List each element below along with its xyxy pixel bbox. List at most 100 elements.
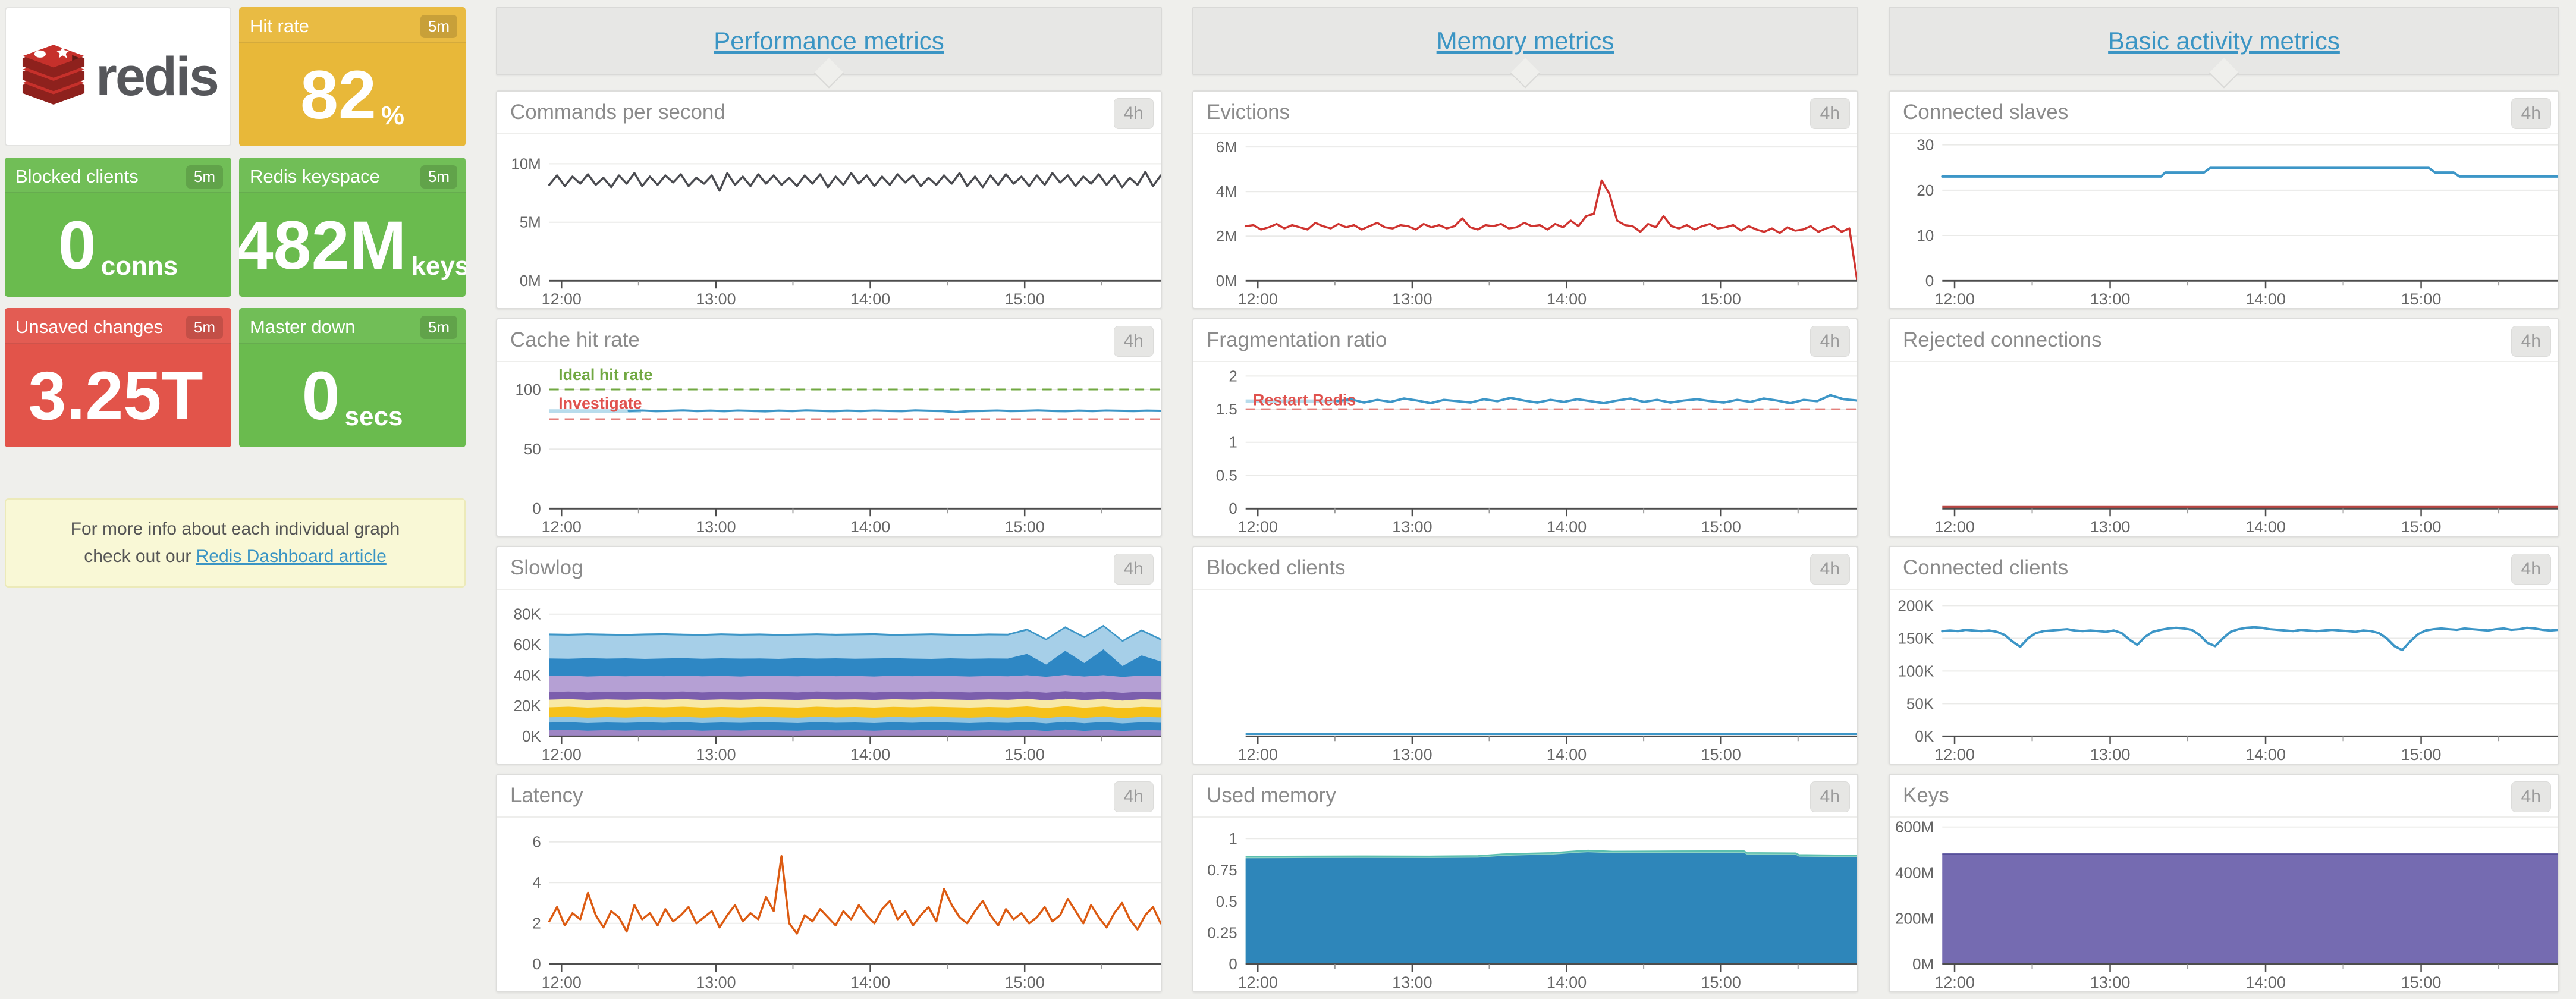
svg-text:12:00: 12:00 — [1934, 518, 1975, 536]
svg-text:13:00: 13:00 — [2090, 518, 2131, 536]
tile-blocked-clients: Blocked clients 5m 0 conns — [5, 158, 231, 297]
svg-text:13:00: 13:00 — [1392, 518, 1432, 536]
chart-title: Slowlog — [497, 547, 1161, 590]
chart-card-clients: Connected clients 4h 12:00 13:00 14:00 15:00 0… — [1889, 546, 2559, 765]
svg-text:Ideal hit rate: Ideal hit rate — [558, 366, 652, 384]
memory-metrics-link[interactable]: Memory metrics — [1436, 27, 1614, 55]
svg-text:14:00: 14:00 — [2245, 973, 2286, 991]
svg-text:15:00: 15:00 — [1005, 518, 1045, 536]
tile-value: 0 — [301, 357, 340, 434]
svg-text:0: 0 — [1229, 956, 1237, 973]
svg-text:14:00: 14:00 — [2245, 290, 2286, 308]
chart-plot: 12:00 13:00 14:00 15:00 0 50 100 Ideal hit rate… — [497, 362, 1161, 536]
svg-text:20: 20 — [1917, 183, 1934, 199]
svg-text:14:00: 14:00 — [850, 746, 890, 764]
svg-text:15:00: 15:00 — [1005, 290, 1045, 308]
chart-plot: 12:00 13:00 14:00 15:00 0K 50K 100K 150K 200K — [1890, 590, 2558, 764]
svg-text:12:00: 12:00 — [542, 290, 582, 308]
timeframe-badge: 4h — [2511, 781, 2551, 812]
timeframe-badge: 5m — [420, 315, 457, 339]
chart-title: Keys — [1890, 775, 2558, 818]
svg-text:30: 30 — [1917, 137, 1934, 154]
svg-text:40K: 40K — [514, 667, 541, 684]
tile-unit: conns — [100, 251, 178, 281]
chart-title: Commands per second — [497, 92, 1161, 134]
tile-unsaved-changes: Unsaved changes 5m 3.25T — [5, 308, 231, 447]
timeframe-badge: 4h — [2511, 326, 2551, 357]
tile-value: 3.25T — [28, 357, 203, 434]
tile-hit-rate: Hit rate 5m 82% — [239, 7, 466, 146]
header-pointer-icon — [1510, 58, 1541, 89]
svg-text:0.25: 0.25 — [1207, 925, 1237, 942]
svg-text:1.5: 1.5 — [1216, 401, 1237, 418]
chart-plot: 12:00 13:00 14:00 15:00 — [1890, 362, 2558, 536]
svg-text:15:00: 15:00 — [1005, 973, 1045, 991]
svg-text:80K: 80K — [514, 607, 541, 623]
svg-text:12:00: 12:00 — [1238, 518, 1278, 536]
svg-text:50K: 50K — [1906, 696, 1934, 712]
basic-activity-metrics-link[interactable]: Basic activity metrics — [2108, 27, 2340, 55]
svg-text:12:00: 12:00 — [542, 518, 582, 536]
svg-text:14:00: 14:00 — [1547, 290, 1587, 308]
redis-logo-text: redis — [96, 46, 219, 107]
svg-text:2: 2 — [532, 916, 541, 932]
chart-card-cache: Cache hit rate 4h 12:00 13:00 14:00 15:00 0 50 1… — [496, 318, 1162, 537]
chart-title: Connected slaves — [1890, 92, 2558, 134]
column-memory: Memory metrics Evictions 4h 12:00 13:00 14:0… — [1192, 7, 1858, 992]
chart-card-blockedc: Blocked clients 4h 12:00 13:00 14:00 15:00 — [1192, 546, 1858, 765]
chart-plot: 12:00 13:00 14:00 15:00 0M 5M 10M — [497, 134, 1161, 308]
svg-text:0K: 0K — [1915, 728, 1934, 745]
svg-text:15:00: 15:00 — [1701, 290, 1741, 308]
redis-dashboard-article-link[interactable]: Redis Dashboard article — [196, 546, 387, 566]
svg-text:13:00: 13:00 — [1392, 973, 1432, 991]
svg-text:5M: 5M — [520, 215, 541, 231]
performance-metrics-link[interactable]: Performance metrics — [714, 27, 944, 55]
chart-card-slaves: Connected slaves 4h 12:00 13:00 14:00 15:00 0 1… — [1889, 90, 2559, 309]
note-line2: check out our Redis Dashboard article — [84, 546, 387, 566]
svg-text:0.5: 0.5 — [1216, 468, 1237, 485]
timeframe-badge: 4h — [2511, 554, 2551, 585]
svg-text:13:00: 13:00 — [696, 518, 736, 536]
svg-text:0.5: 0.5 — [1216, 894, 1237, 910]
svg-text:13:00: 13:00 — [696, 746, 736, 764]
header-pointer-icon — [2209, 58, 2239, 89]
timeframe-badge: 4h — [1113, 781, 1154, 812]
svg-text:10: 10 — [1917, 228, 1934, 244]
column-header: Performance metrics — [496, 7, 1162, 89]
svg-text:12:00: 12:00 — [1238, 973, 1278, 991]
svg-text:0: 0 — [532, 501, 541, 517]
tile-title: Blocked clients — [15, 166, 139, 187]
chart-card-commands: Commands per second 4h 12:00 13:00 14:00 15:0… — [496, 90, 1162, 309]
svg-text:20K: 20K — [514, 698, 541, 715]
svg-text:150K: 150K — [1898, 630, 1934, 647]
svg-text:12:00: 12:00 — [1238, 746, 1278, 764]
svg-text:14:00: 14:00 — [1547, 973, 1587, 991]
svg-text:0.75: 0.75 — [1207, 862, 1237, 879]
note-line1: For more info about each individual grap… — [70, 519, 400, 539]
timeframe-badge: 5m — [420, 165, 457, 189]
chart-title: Rejected connections — [1890, 319, 2558, 362]
redis-logo-icon — [22, 45, 85, 105]
svg-text:60K: 60K — [514, 637, 541, 654]
svg-text:1: 1 — [1229, 435, 1237, 451]
tile-title: Hit rate — [250, 15, 309, 36]
tile-redis-keyspace: Redis keyspace 5m 482M keys — [239, 158, 466, 297]
tile-unit: % — [381, 100, 405, 130]
svg-text:14:00: 14:00 — [1547, 746, 1587, 764]
tile-title: Redis keyspace — [250, 166, 380, 187]
svg-text:13:00: 13:00 — [1392, 746, 1432, 764]
svg-text:15:00: 15:00 — [2401, 290, 2442, 308]
svg-text:10M: 10M — [511, 156, 541, 172]
svg-text:15:00: 15:00 — [1005, 746, 1045, 764]
svg-text:12:00: 12:00 — [1934, 973, 1975, 991]
chart-card-frag: Fragmentation ratio 4h 12:00 13:00 14:00 15:0… — [1192, 318, 1858, 537]
svg-text:6: 6 — [532, 834, 541, 851]
svg-text:12:00: 12:00 — [1238, 290, 1278, 308]
tile-value: 0 — [58, 207, 96, 284]
timeframe-badge: 4h — [1113, 554, 1154, 585]
svg-text:15:00: 15:00 — [2401, 973, 2442, 991]
svg-text:4: 4 — [532, 875, 541, 891]
svg-text:200M: 200M — [1895, 910, 1934, 927]
column-header: Memory metrics — [1192, 7, 1858, 89]
svg-text:14:00: 14:00 — [1547, 518, 1587, 536]
